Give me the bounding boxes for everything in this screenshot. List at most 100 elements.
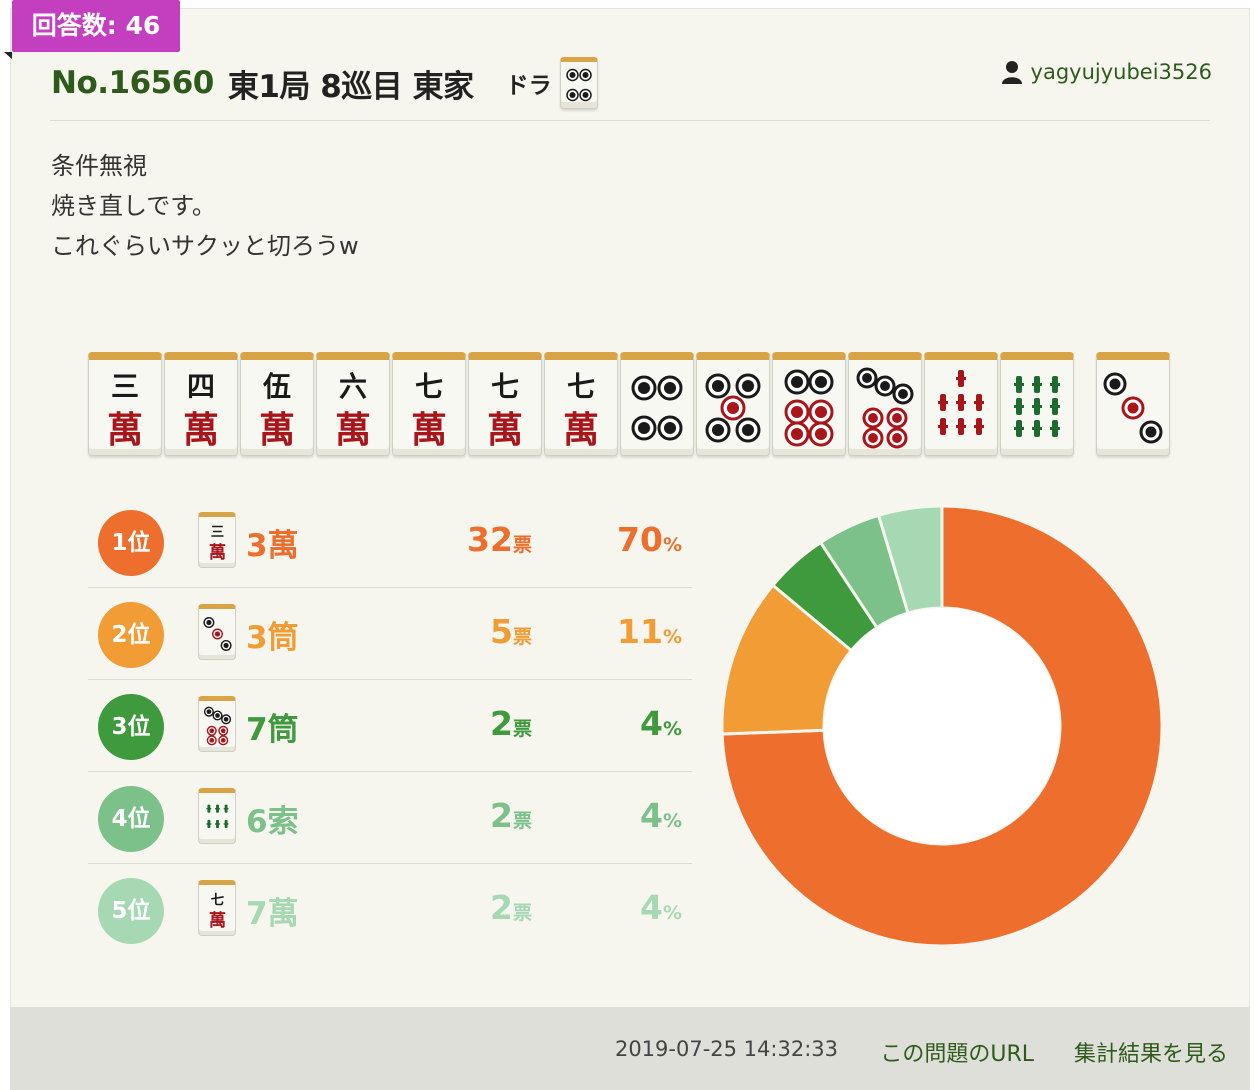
ranking-row: 5位 七萬 7萬 2票 4% xyxy=(88,864,692,956)
vote-unit: 票 xyxy=(512,810,532,832)
ranking-row: 4位 6索 2票 4% xyxy=(88,772,692,864)
svg-text:萬: 萬 xyxy=(411,409,447,451)
rank-tile-name: 7萬 xyxy=(246,896,299,932)
svg-text:四: 四 xyxy=(187,370,215,403)
rank-percent: 70% xyxy=(562,520,682,559)
hand-tiles: 三萬 四萬 伍萬 六萬 七萬 七萬 七萬 xyxy=(88,352,1172,456)
man-5-face-icon: 伍萬 xyxy=(259,370,295,451)
man-3-face-icon: 三萬 xyxy=(107,370,143,451)
rank-tile xyxy=(198,788,236,844)
rank-tile-name: 7筒 xyxy=(246,712,299,748)
vote-unit: 票 xyxy=(512,902,532,924)
pin-4-face-icon xyxy=(631,375,683,440)
comment-line: これぐらいサクッと切ろうw xyxy=(51,232,359,260)
svg-text:萬: 萬 xyxy=(183,409,219,451)
percent-unit: % xyxy=(662,626,682,648)
man-3-face-icon: 三萬 xyxy=(208,525,225,563)
rank-badge: 2位 xyxy=(98,602,164,668)
donut-hole xyxy=(824,608,1060,844)
hand-tile[interactable]: 七萬 xyxy=(544,352,618,456)
vote-count: 32 xyxy=(467,520,513,559)
svg-text:萬: 萬 xyxy=(487,409,523,451)
hand-tile[interactable] xyxy=(772,352,846,456)
view-results-link[interactable]: 集計結果を見る xyxy=(1073,1042,1228,1067)
svg-text:三: 三 xyxy=(111,370,139,403)
vote-donut-chart xyxy=(720,504,1164,948)
hand-tile[interactable]: 七萬 xyxy=(392,352,466,456)
rank-tile xyxy=(198,604,236,660)
pin-4-face-icon xyxy=(565,68,592,102)
svg-text:七: 七 xyxy=(210,892,224,908)
hand-tile[interactable]: 七萬 xyxy=(468,352,542,456)
ranking-list: 1位 三萬 3萬 32票 70% 2位 3筒 5票 11% 3位 7筒 2票 4… xyxy=(88,496,692,956)
vote-count: 5 xyxy=(490,612,513,651)
percent-value: 4 xyxy=(639,796,663,835)
rank-votes: 5票 xyxy=(388,612,532,651)
svg-text:萬: 萬 xyxy=(208,910,225,931)
percent-unit: % xyxy=(662,534,682,556)
hand-tile[interactable]: 三萬 xyxy=(88,352,162,456)
pin-5-face-icon xyxy=(705,373,761,442)
dora-label: ドラ xyxy=(505,73,552,99)
rank-percent: 11% xyxy=(562,612,682,651)
vote-count: 2 xyxy=(490,888,513,927)
sou-7-face-icon xyxy=(938,369,984,435)
svg-text:三: 三 xyxy=(210,525,223,540)
svg-text:七: 七 xyxy=(567,370,595,403)
hand-tile[interactable] xyxy=(620,352,694,456)
vote-count: 2 xyxy=(490,704,513,743)
svg-text:萬: 萬 xyxy=(107,409,143,451)
post-timestamp: 2019-07-25 14:32:33 xyxy=(614,1037,838,1061)
percent-value: 70 xyxy=(617,520,663,559)
pin-7-face-icon xyxy=(856,367,914,448)
hand-tile[interactable]: 六萬 xyxy=(316,352,390,456)
pin-3-face-icon xyxy=(202,617,232,651)
rank-tile xyxy=(198,696,236,752)
dora-tile xyxy=(559,57,598,109)
ranking-row: 3位 7筒 2票 4% xyxy=(88,680,692,772)
percent-unit: % xyxy=(662,810,682,832)
svg-text:萬: 萬 xyxy=(208,542,225,563)
svg-text:七: 七 xyxy=(491,370,519,403)
svg-text:萬: 萬 xyxy=(259,409,295,451)
rank-badge: 5位 xyxy=(98,878,164,944)
hand-tile[interactable] xyxy=(848,352,922,456)
question-url-link[interactable]: この問題のURL xyxy=(880,1042,1034,1067)
author[interactable]: yagyujyubei3526 xyxy=(1001,60,1212,84)
rank-tile-name: 6索 xyxy=(246,804,299,840)
hand-tile[interactable] xyxy=(924,352,998,456)
svg-text:伍: 伍 xyxy=(263,370,291,403)
question-number[interactable]: No.16560 xyxy=(51,65,214,101)
comment-line: 焼き直しです。 xyxy=(51,192,216,220)
rank-badge: 3位 xyxy=(98,694,164,760)
svg-text:六: 六 xyxy=(339,370,367,403)
rank-tile: 七萬 xyxy=(198,880,236,936)
drawn-tile[interactable] xyxy=(1096,352,1170,456)
percent-unit: % xyxy=(662,718,682,740)
author-name[interactable]: yagyujyubei3526 xyxy=(1030,60,1212,84)
hand-tile[interactable] xyxy=(1000,352,1074,456)
rank-badge: 1位 xyxy=(98,510,164,576)
percent-value: 4 xyxy=(639,704,663,743)
rank-tile-name: 3筒 xyxy=(246,620,299,656)
pin-3-face-icon xyxy=(1103,372,1163,443)
vote-unit: 票 xyxy=(512,626,532,648)
man-6-face-icon: 六萬 xyxy=(335,370,371,451)
footer: 2019-07-25 14:32:33 この問題のURL 集計結果を見る xyxy=(10,1007,1250,1090)
rank-votes: 2票 xyxy=(388,888,532,927)
sou-9-face-icon xyxy=(1014,375,1060,437)
rank-percent: 4% xyxy=(562,888,682,927)
divider xyxy=(50,120,1210,121)
badge-fold xyxy=(4,52,12,59)
hand-tile[interactable]: 伍萬 xyxy=(240,352,314,456)
rank-percent: 4% xyxy=(562,796,682,835)
pin-6-face-icon xyxy=(784,369,834,446)
hand-tile[interactable] xyxy=(696,352,770,456)
svg-text:萬: 萬 xyxy=(563,409,599,451)
man-4-face-icon: 四萬 xyxy=(183,370,219,451)
question-comment: 条件無視 焼き直しです。 これぐらいサクッと切ろうw xyxy=(51,146,359,266)
sou-6-face-icon xyxy=(206,804,228,829)
percent-unit: % xyxy=(662,902,682,924)
hand-tile[interactable]: 四萬 xyxy=(164,352,238,456)
rank-tile: 三萬 xyxy=(198,512,236,568)
